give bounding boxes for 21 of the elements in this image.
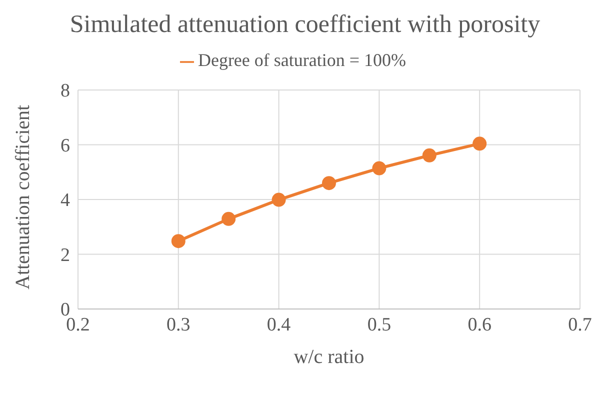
point [222,212,236,226]
point [272,192,286,207]
x-tick-label: 0.5 [367,314,392,336]
y-tick-label: 6 [60,135,70,156]
chart-title: Simulated attenuation coefficient with porosity [68,10,542,40]
y-tick-label: 8 [60,80,70,102]
point [171,234,186,248]
y-tick-label: 2 [60,244,70,266]
x-axis-title: w/c ratio [294,346,364,368]
legend-label: Degree of saturation = 100% [198,50,406,70]
point [322,176,336,190]
x-tick-label: 0.2 [66,314,90,336]
x-tick-label: 0.7 [568,314,592,336]
point [472,136,487,151]
point [422,148,436,162]
y-axis-title: Attenuation coefficient [12,104,34,290]
x-tick-label: 0.4 [266,314,292,336]
x-tick-label: 0.6 [468,314,492,336]
y-tick-label: 4 [60,190,70,212]
point [372,161,386,176]
x-tick-label: 0.3 [166,314,190,336]
